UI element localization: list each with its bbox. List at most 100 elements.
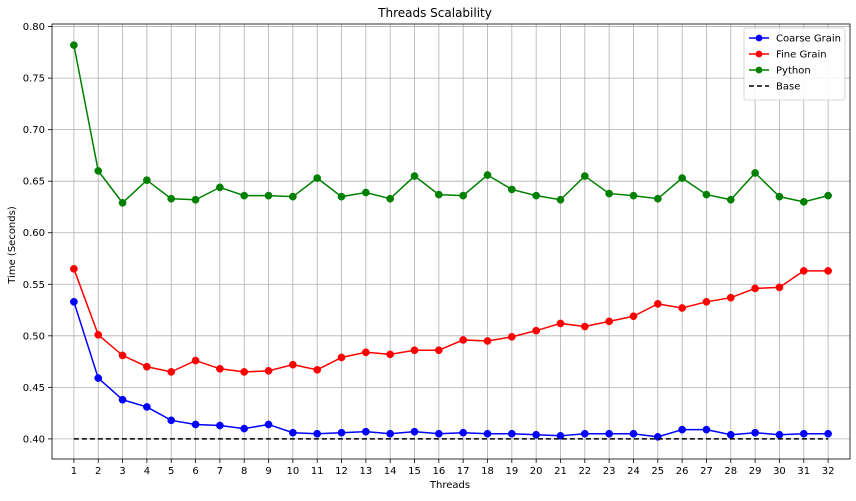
x-tick-label: 14: [384, 466, 397, 477]
x-tick-label: 11: [311, 466, 324, 477]
x-tick-label: 32: [822, 466, 835, 477]
legend-item-fine-grain: Fine Grain: [749, 50, 827, 61]
y-tick-label: 0.55: [23, 280, 45, 291]
data-point-python: [483, 171, 492, 179]
data-point-python: [94, 167, 103, 175]
data-point-python: [678, 174, 686, 182]
data-point-fine-grain: [507, 332, 516, 341]
data-point-python: [434, 190, 443, 199]
x-tick-label: 27: [700, 466, 713, 477]
data-point-fine-grain: [702, 297, 711, 306]
x-tick-label: 12: [335, 466, 348, 477]
data-point-fine-grain: [459, 336, 468, 344]
legend-marker-python: [755, 66, 763, 74]
data-point-python: [337, 192, 346, 201]
y-tick-label: 0.50: [23, 331, 45, 342]
y-axis-label: Time (Seconds): [7, 206, 18, 285]
data-point-fine-grain: [143, 362, 151, 371]
data-point-python: [143, 176, 151, 185]
data-point-coarse-grain: [702, 425, 711, 434]
data-point-fine-grain: [313, 365, 322, 374]
plot-frame: [51, 23, 851, 460]
data-point-fine-grain: [191, 356, 200, 365]
data-point-coarse-grain: [216, 421, 224, 430]
x-tick-label: 1: [71, 466, 77, 477]
data-point-fine-grain: [410, 346, 419, 355]
data-point-coarse-grain: [118, 395, 127, 404]
data-point-fine-grain: [94, 330, 103, 339]
legend-box: [743, 27, 846, 101]
x-tick-label: 30: [773, 466, 786, 477]
data-point-coarse-grain: [459, 428, 468, 437]
x-tick-label: 24: [627, 466, 640, 477]
data-point-fine-grain: [629, 312, 638, 321]
x-tick-label: 5: [168, 466, 174, 477]
data-point-python: [653, 194, 662, 203]
data-point-fine-grain: [726, 293, 735, 302]
data-point-coarse-grain: [167, 416, 176, 425]
data-point-fine-grain: [556, 319, 565, 328]
data-point-coarse-grain: [483, 429, 492, 438]
data-point-coarse-grain: [337, 428, 346, 437]
data-point-python: [702, 190, 711, 199]
data-point-coarse-grain: [70, 297, 78, 306]
data-point-coarse-grain: [580, 429, 589, 438]
data-point-coarse-grain: [799, 429, 808, 438]
data-point-coarse-grain: [264, 420, 273, 429]
x-tick-label: 3: [119, 466, 125, 477]
data-point-python: [775, 192, 784, 201]
y-tick-label: 0.70: [23, 125, 45, 136]
data-point-fine-grain: [386, 350, 395, 359]
data-point-python: [70, 41, 78, 49]
x-tick-label: 13: [359, 466, 372, 477]
y-tick-label: 0.80: [23, 22, 45, 33]
data-point-fine-grain: [678, 304, 686, 312]
data-point-coarse-grain: [824, 429, 832, 438]
x-tick-label: 19: [505, 466, 518, 477]
data-point-coarse-grain: [726, 430, 735, 439]
x-tick-label: 29: [749, 466, 762, 477]
data-point-coarse-grain: [751, 428, 759, 437]
y-tick-label: 0.40: [23, 434, 45, 445]
series-layer: [70, 41, 832, 441]
data-point-coarse-grain: [240, 424, 249, 433]
data-point-python: [264, 191, 273, 200]
y-axis-ticks: 0.40 0.45 0.50 0.55 0.60 0.65 0.70 0.75 0.80: [23, 22, 52, 445]
data-point-coarse-grain: [507, 429, 516, 438]
x-axis-ticks: 1 2 3 4 5 6 7 8 9 10 11 12 13 14 15 16 17 18 19 20 21 22 23 24 2…: [71, 459, 835, 477]
x-tick-label: 23: [603, 466, 616, 477]
legend-item-coarse-grain: Coarse Grain: [749, 34, 841, 45]
x-tick-label: 20: [530, 466, 543, 477]
series-fine-grain: [70, 264, 832, 376]
data-point-python: [410, 172, 419, 180]
data-point-python: [289, 192, 297, 201]
data-point-coarse-grain: [556, 431, 565, 440]
x-tick-label: 25: [651, 466, 664, 477]
data-point-coarse-grain: [361, 427, 370, 436]
legend-marker-coarse-grain: [755, 34, 763, 42]
data-point-python: [726, 195, 735, 204]
x-tick-label: 21: [554, 466, 567, 477]
data-point-fine-grain: [824, 267, 832, 275]
data-point-fine-grain: [216, 364, 224, 373]
data-point-python: [799, 197, 808, 206]
data-point-python: [216, 183, 224, 192]
series-line-python: [73, 44, 829, 204]
data-point-coarse-grain: [289, 428, 297, 437]
data-point-coarse-grain: [386, 429, 395, 438]
data-point-python: [240, 191, 249, 200]
data-point-coarse-grain: [313, 429, 322, 438]
data-point-python: [751, 169, 759, 177]
data-point-fine-grain: [337, 353, 346, 362]
grid: [52, 24, 850, 459]
x-tick-label: 8: [241, 466, 247, 477]
data-point-fine-grain: [653, 300, 662, 308]
data-point-python: [191, 195, 200, 204]
y-tick-label: 0.60: [23, 228, 45, 239]
data-point-fine-grain: [483, 337, 492, 345]
data-point-python: [361, 188, 370, 197]
data-point-python: [532, 191, 541, 200]
data-point-python: [459, 191, 468, 200]
